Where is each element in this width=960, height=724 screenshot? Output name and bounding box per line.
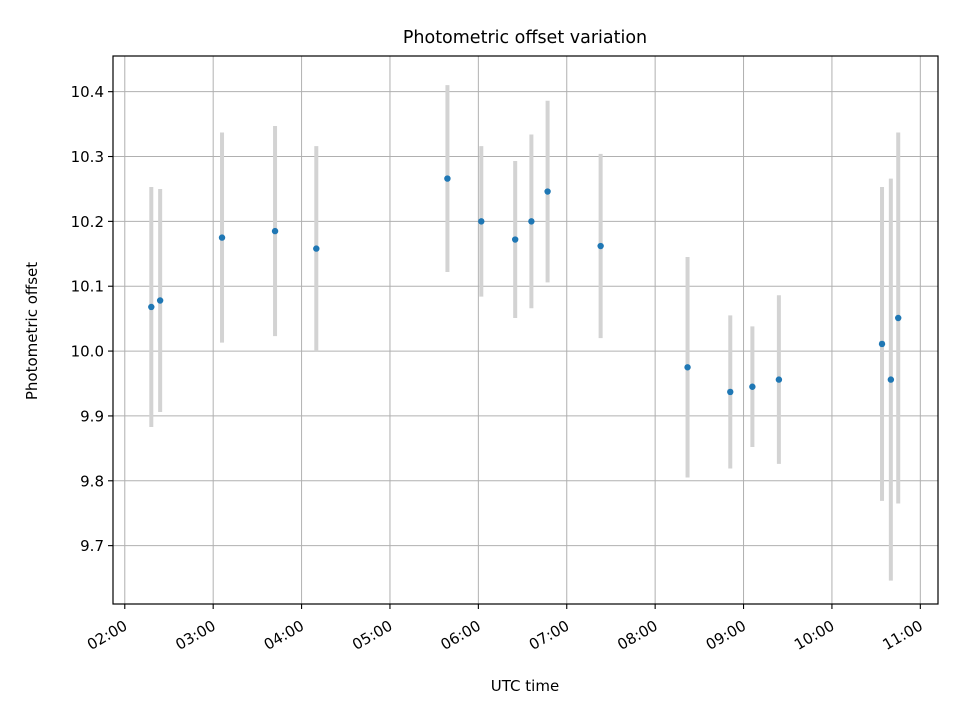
y-tick-label: 9.9 (80, 407, 104, 425)
chart-title: Photometric offset variation (403, 28, 647, 48)
data-point (597, 242, 604, 250)
y-tick-label: 9.8 (80, 472, 104, 490)
grid (113, 56, 938, 604)
data-point (749, 383, 756, 390)
data-point (528, 218, 535, 225)
data-point (148, 303, 155, 311)
data-point (511, 236, 519, 243)
data-point (878, 340, 886, 348)
data-point (218, 234, 226, 241)
data-point (887, 376, 895, 383)
data-point (478, 218, 485, 225)
y-tick-label: 9.7 (80, 537, 104, 555)
y-tick-label: 10.1 (71, 278, 104, 296)
y-tick-label: 10.4 (71, 83, 104, 101)
x-axis-label: UTC time (491, 677, 559, 695)
plot-frame (112, 55, 939, 605)
data-points (148, 175, 902, 396)
data-point (271, 227, 279, 235)
y-tick-label: 10.2 (71, 213, 104, 231)
y-tick-label: 10.0 (71, 343, 104, 361)
data-point (444, 175, 451, 182)
data-point (156, 297, 164, 304)
data-point (684, 364, 691, 371)
y-axis-label: Photometric offset (23, 262, 41, 400)
data-point (727, 388, 734, 396)
data-point (544, 188, 551, 195)
data-point (895, 314, 902, 322)
data-point (313, 245, 320, 252)
data-point (775, 376, 783, 383)
y-tick-label: 10.3 (71, 148, 104, 166)
